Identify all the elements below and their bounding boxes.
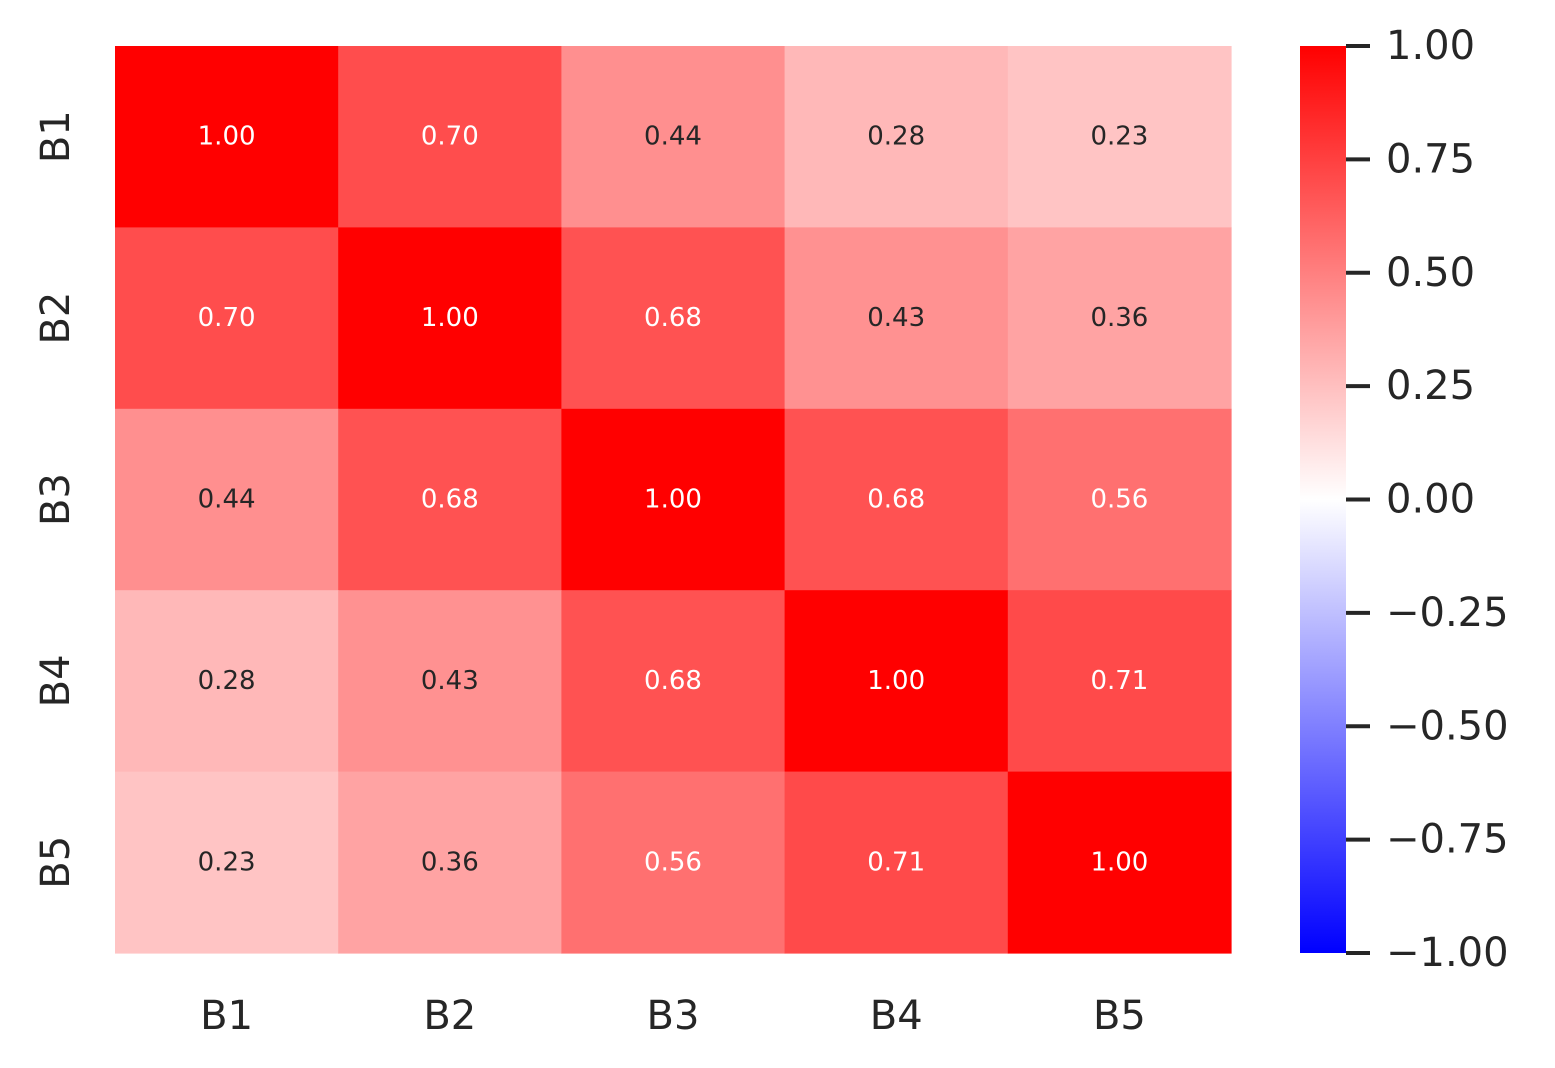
colorbar-tick-label: 0.25 bbox=[1386, 363, 1475, 409]
cell-value-label: 1.00 bbox=[1090, 847, 1148, 877]
heatmap-cell-B5-B3 bbox=[561, 771, 786, 954]
heatmap-cell-B3-B3 bbox=[561, 408, 786, 591]
y-tick-label: B4 bbox=[33, 654, 79, 707]
heatmap-cell-B3-B4 bbox=[784, 408, 1009, 591]
x-tick-label: B4 bbox=[870, 993, 923, 1039]
cell-value-label: 0.68 bbox=[421, 485, 479, 515]
heatmap-cell-B2-B4 bbox=[784, 227, 1009, 410]
heatmap-cell-B2-B3 bbox=[561, 227, 786, 410]
colorbar-tick-label: −0.50 bbox=[1386, 703, 1509, 749]
x-tick-label: B2 bbox=[423, 993, 476, 1039]
colorbar-tick-label: −0.75 bbox=[1386, 817, 1509, 863]
cell-value-label: 0.71 bbox=[1090, 666, 1148, 696]
cell-value-label: 0.28 bbox=[867, 122, 925, 152]
heatmap-cell-B4-B1 bbox=[115, 590, 339, 773]
cell-value-label: 0.28 bbox=[198, 666, 256, 696]
colorbar-tick-label: 1.00 bbox=[1386, 23, 1475, 69]
cell-value-label: 1.00 bbox=[421, 303, 479, 333]
cell-value-label: 0.70 bbox=[198, 303, 256, 333]
colorbar-tick-label: 0.50 bbox=[1386, 250, 1475, 296]
heatmap-cell-B1-B2 bbox=[338, 46, 562, 228]
y-tick-label: B5 bbox=[33, 836, 79, 889]
heatmap-cell-B4-B2 bbox=[338, 590, 562, 773]
x-tick-label: B3 bbox=[647, 993, 700, 1039]
heatmap-cell-B5-B2 bbox=[338, 771, 562, 954]
colorbar-tick-label: −0.25 bbox=[1386, 590, 1509, 636]
colorbar-tick-label: −1.00 bbox=[1386, 930, 1509, 976]
heatmap-cell-B5-B4 bbox=[784, 771, 1009, 954]
x-axis-tick-labels: B1 B2 B3 B4 B5 bbox=[200, 993, 1146, 1039]
heatmap-cell-B1-B4 bbox=[784, 46, 1009, 228]
cell-value-label: 0.68 bbox=[867, 485, 925, 515]
heatmap-cell-B3-B5 bbox=[1007, 408, 1232, 591]
y-tick-label: B3 bbox=[33, 473, 79, 526]
cell-value-label: 1.00 bbox=[644, 485, 702, 515]
heatmap-cell-B1-B3 bbox=[561, 46, 786, 228]
y-tick-label: B1 bbox=[33, 110, 79, 163]
cell-value-label: 0.43 bbox=[421, 666, 479, 696]
heatmap-cell-B5-B5 bbox=[1007, 771, 1232, 954]
heatmap-cell-B5-B1 bbox=[115, 771, 339, 954]
heatmap-cell-B4-B3 bbox=[561, 590, 786, 773]
cell-value-label: 0.23 bbox=[1090, 122, 1148, 152]
heatmap-cell-B3-B1 bbox=[115, 408, 339, 591]
heatmap-cell-B4-B5 bbox=[1007, 590, 1232, 773]
heatmap-cells: 1.00 0.70 0.44 0.28 0.23 0.70 1.00 0.68 0.43 0.36… bbox=[115, 46, 1232, 954]
heatmap-cell-B4-B4 bbox=[784, 590, 1009, 773]
heatmap-cell-B3-B2 bbox=[338, 408, 562, 591]
y-tick-label: B2 bbox=[33, 292, 79, 345]
heatmap-cell-B2-B2 bbox=[338, 227, 562, 410]
colorbar-tick-label: 0.00 bbox=[1386, 477, 1475, 523]
cell-value-label: 0.56 bbox=[1090, 485, 1148, 515]
cell-value-label: 0.44 bbox=[198, 485, 256, 515]
cell-value-label: 0.68 bbox=[644, 666, 702, 696]
heatmap-cell-B1-B5 bbox=[1007, 46, 1232, 228]
colorbar-tick-label: 0.75 bbox=[1386, 136, 1475, 182]
cell-value-label: 0.71 bbox=[867, 847, 925, 877]
cell-value-label: 1.00 bbox=[198, 122, 256, 152]
colorbar bbox=[1300, 46, 1346, 953]
cell-value-label: 0.43 bbox=[867, 303, 925, 333]
cell-value-label: 1.00 bbox=[867, 666, 925, 696]
y-axis-tick-labels: B1 B2 B3 B4 B5 bbox=[33, 110, 79, 888]
colorbar-ticks: 1.00 0.75 0.50 0.25 0.00 −0.25 −0.50 −0.75 −1.00 bbox=[1346, 23, 1509, 976]
x-tick-label: B1 bbox=[200, 993, 253, 1039]
cell-value-label: 0.56 bbox=[644, 847, 702, 877]
cell-value-label: 0.23 bbox=[198, 847, 256, 877]
cell-value-label: 0.36 bbox=[1090, 303, 1148, 333]
heatmap-cell-B2-B1 bbox=[115, 227, 339, 410]
heatmap-cell-B2-B5 bbox=[1007, 227, 1232, 410]
heatmap-cell-B1-B1 bbox=[115, 46, 339, 228]
cell-value-label: 0.44 bbox=[644, 122, 702, 152]
cell-value-label: 0.68 bbox=[644, 303, 702, 333]
cell-value-label: 0.36 bbox=[421, 847, 479, 877]
cell-value-label: 0.70 bbox=[421, 122, 479, 152]
x-tick-label: B5 bbox=[1093, 993, 1146, 1039]
